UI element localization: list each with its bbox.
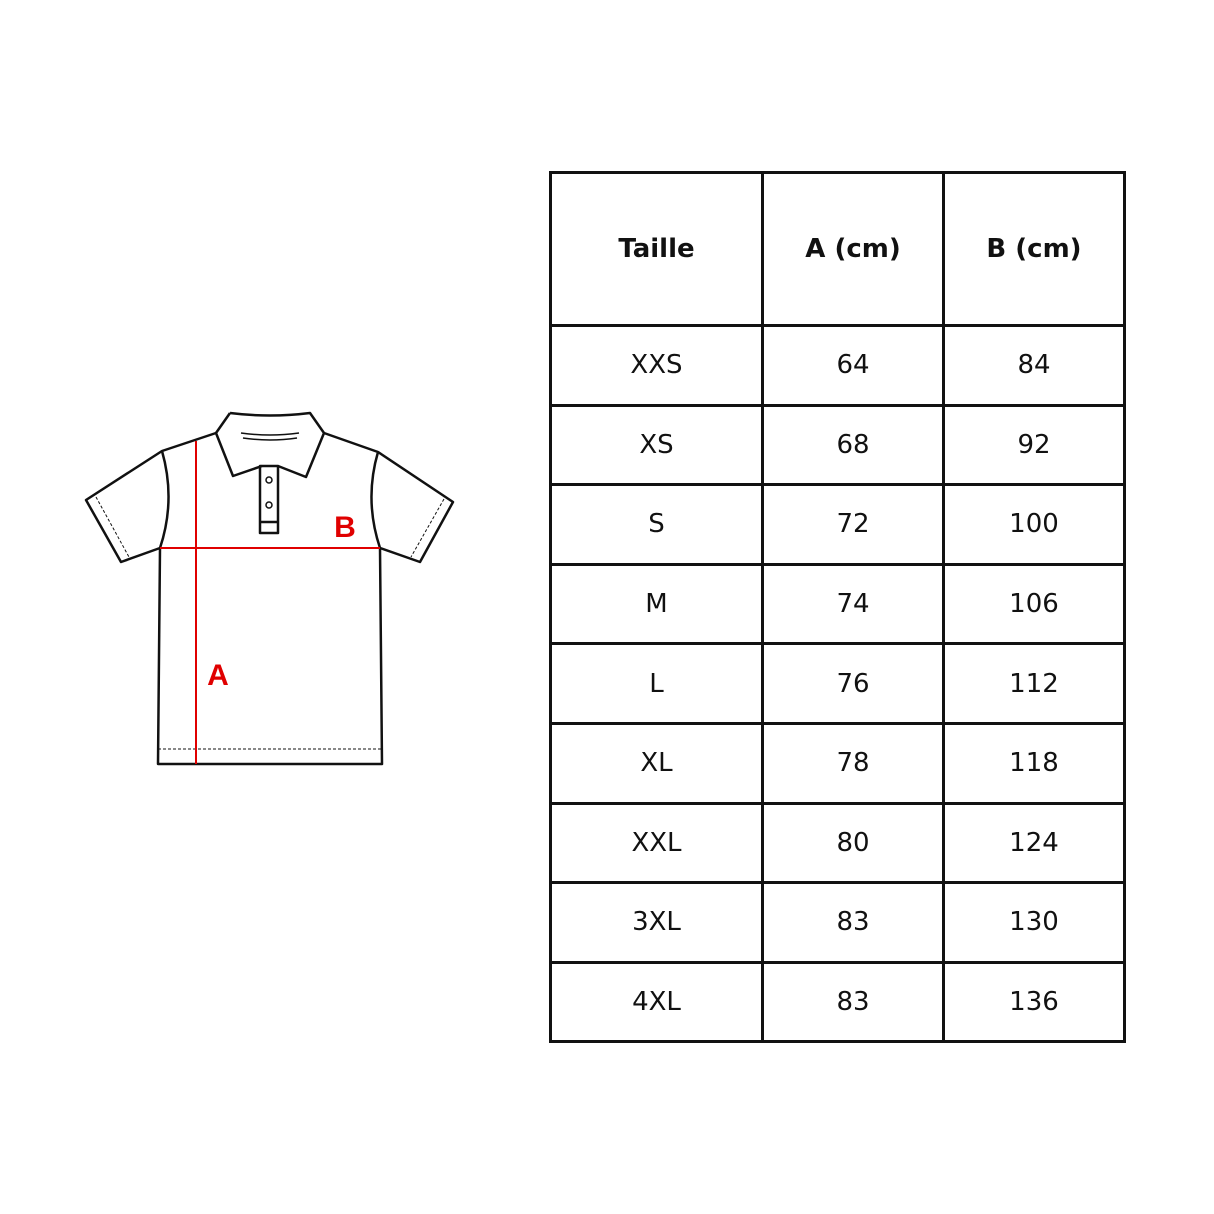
cell-b: 84: [942, 324, 1126, 407]
table-row: S 72 100: [549, 483, 1126, 566]
shirt-outline: [84, 411, 455, 766]
cell-a: 83: [761, 960, 945, 1044]
label-b: B: [334, 511, 356, 544]
cell-b: 100: [942, 483, 1126, 566]
header-a: A (cm): [761, 171, 945, 327]
cell-size: M: [549, 562, 764, 646]
table-row: 3XL 83 130: [549, 881, 1126, 964]
cell-b: 92: [942, 403, 1126, 487]
cell-b: 124: [942, 801, 1126, 885]
table-row: L 76 112: [549, 642, 1126, 725]
cell-size: 3XL: [549, 881, 764, 964]
cell-b: 130: [942, 881, 1126, 964]
table-row: 4XL 83 136: [549, 960, 1126, 1044]
size-table: Taille A (cm) B (cm) XXS 64 84 XS 68 92 S 72 100…: [549, 171, 1126, 1044]
measure-lines: [160, 441, 380, 764]
table-row: M 74 106: [549, 562, 1126, 646]
table-row: XS 68 92: [549, 403, 1126, 487]
cell-b: 106: [942, 562, 1126, 646]
cell-a: 68: [761, 403, 945, 487]
cell-b: 118: [942, 721, 1126, 805]
header-size: Taille: [549, 171, 764, 327]
cell-b: 112: [942, 642, 1126, 725]
cell-b: 136: [942, 960, 1126, 1044]
table-row: XL 78 118: [549, 721, 1126, 805]
polo-shirt-diagram: B A: [84, 411, 455, 766]
cell-size: XL: [549, 721, 764, 805]
table-header-row: Taille A (cm) B (cm): [549, 171, 1126, 327]
table-row: XXL 80 124: [549, 801, 1126, 885]
cell-a: 78: [761, 721, 945, 805]
cell-a: 74: [761, 562, 945, 646]
stitching-lines: [95, 496, 445, 750]
cell-size: XXS: [549, 324, 764, 407]
cell-a: 76: [761, 642, 945, 725]
cell-a: 80: [761, 801, 945, 885]
cell-size: XXL: [549, 801, 764, 885]
cell-size: L: [549, 642, 764, 725]
cell-a: 72: [761, 483, 945, 566]
cell-size: S: [549, 483, 764, 566]
cell-size: XS: [549, 403, 764, 487]
cell-a: 64: [761, 324, 945, 407]
cell-a: 83: [761, 881, 945, 964]
cell-size: 4XL: [549, 960, 764, 1044]
table-row: XXS 64 84: [549, 324, 1126, 407]
header-b: B (cm): [942, 171, 1126, 327]
label-a: A: [207, 659, 229, 692]
